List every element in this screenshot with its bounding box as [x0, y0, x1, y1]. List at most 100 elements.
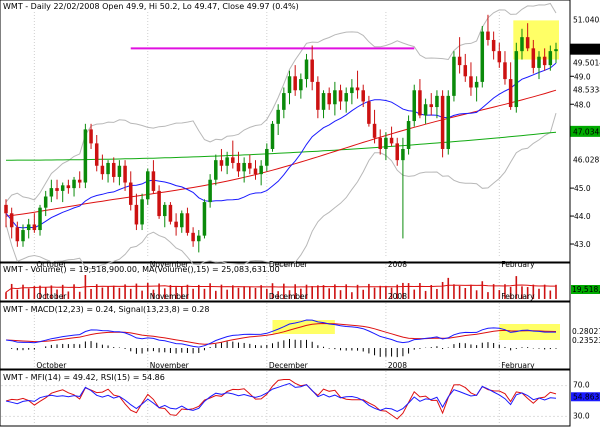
candle-body: [395, 143, 399, 161]
x-tick-label: October: [36, 260, 67, 269]
candle-body: [508, 79, 513, 108]
volume-tag-box: [571, 285, 600, 294]
x-tick-label: November: [150, 292, 190, 301]
candle-body: [321, 93, 326, 110]
volume-tag-label: 19,518,900: [572, 285, 600, 294]
x-tick-label: February: [501, 260, 535, 269]
volume-bar: [254, 287, 257, 299]
volume-bar: [146, 282, 149, 299]
volume-bar: [266, 288, 268, 299]
y-tick-label: 44.0: [574, 212, 591, 221]
volume-bar: [169, 285, 172, 299]
candle-body: [259, 165, 263, 175]
candle-body: [457, 56, 462, 66]
volume-bar: [277, 291, 279, 299]
volume-bar: [283, 283, 285, 299]
price-tag-box: [570, 125, 600, 137]
candle-body: [134, 204, 139, 225]
candle-body: [327, 93, 331, 105]
price-panel-frame: [0, 0, 571, 263]
candle-body: [304, 59, 309, 80]
price-tag-box: [570, 13, 600, 25]
volume-bar: [209, 283, 211, 299]
candle-body: [378, 137, 382, 149]
candle-body: [72, 179, 76, 189]
candle-body: [486, 31, 490, 40]
candle-body: [191, 232, 195, 242]
volume-panel-title: WMT - Volume() = 19,518,900.00, MA(Volum…: [3, 265, 280, 274]
macd-line: [5, 319, 556, 348]
volume-bar: [419, 283, 421, 299]
y-tick-label: 43.0: [574, 240, 591, 249]
x-tick-label: February: [501, 361, 535, 370]
volume-bar: [549, 290, 552, 299]
rsi-tag-label: 70.0: [573, 381, 590, 390]
volume-bar: [249, 286, 251, 299]
candle-body: [412, 90, 417, 122]
volume-bar: [78, 291, 81, 299]
volume-bar: [124, 284, 126, 299]
volume-bar: [311, 286, 313, 299]
candle-body: [151, 171, 156, 191]
volume-bar: [498, 290, 501, 299]
candle-body: [270, 123, 275, 149]
volume-bar: [152, 289, 155, 299]
volume-bar: [317, 285, 319, 299]
candle-body: [128, 182, 133, 205]
volume-bar: [458, 285, 461, 299]
candle-body: [253, 168, 258, 175]
volume-bar: [464, 288, 467, 299]
candle-body: [406, 121, 411, 149]
candle-body: [389, 137, 394, 144]
volume-bar: [163, 288, 166, 299]
candle-body: [77, 179, 82, 183]
volume-bar: [16, 289, 19, 299]
volume-bar: [481, 281, 484, 299]
upper-band-line: [5, 2, 557, 203]
candle-body: [548, 51, 553, 66]
price-tag-label: 51.0405: [573, 15, 600, 24]
volume-bar: [61, 284, 64, 299]
volume-bar: [203, 288, 206, 299]
volume-bar: [186, 284, 189, 299]
candle-body: [542, 56, 547, 66]
candle-body: [225, 157, 229, 166]
volume-bar: [396, 284, 399, 299]
volume-bar: [487, 292, 489, 299]
candle-body: [202, 202, 207, 236]
volume-bar: [515, 276, 518, 299]
volume-ma-line: [5, 284, 556, 293]
volume-bar: [180, 286, 183, 299]
candle-body: [418, 90, 422, 116]
volume-bar: [356, 284, 359, 299]
candle-body: [452, 56, 456, 96]
price-tag-box: [570, 83, 600, 95]
candle-body: [123, 165, 127, 183]
volume-bar: [95, 284, 98, 299]
volume-bar: [441, 281, 444, 299]
candle-body: [185, 213, 190, 233]
candle-body: [282, 93, 286, 110]
candle-body: [474, 81, 479, 88]
x-tick-label: November: [150, 260, 190, 269]
volume-bar: [192, 288, 194, 299]
rsi-tag-box: [571, 411, 600, 421]
macd-tag-box: [571, 327, 600, 337]
volume-bar: [424, 290, 427, 299]
ma-short-line: [5, 62, 557, 229]
volume-bar: [197, 284, 200, 299]
candle-body: [338, 90, 343, 102]
volume-bar: [373, 287, 376, 299]
volume-bar: [226, 289, 228, 299]
x-tick-label: 2008: [388, 361, 407, 370]
candle-body: [168, 204, 173, 222]
candle-body: [316, 81, 320, 110]
volume-bar: [339, 290, 342, 299]
volume-bar: [390, 287, 393, 299]
candle-body: [520, 37, 524, 52]
x-tick-label: 2008: [388, 260, 407, 269]
candle-body: [83, 129, 88, 183]
candle-body: [384, 137, 388, 149]
macd-tag-label: 0.280274: [572, 327, 600, 336]
volume-bar: [90, 288, 92, 299]
